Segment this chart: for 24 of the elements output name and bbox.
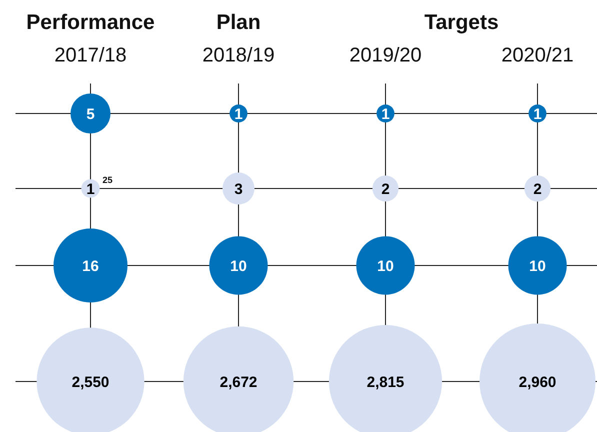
data-label: 10 (529, 258, 546, 275)
data-label: 2,960 (518, 374, 556, 391)
category-label: 2017/18 (54, 44, 127, 66)
data-label: 10 (230, 258, 247, 275)
category-label: 2019/20 (349, 44, 422, 66)
data-label: 2 (381, 181, 390, 198)
category-label: 2018/19 (202, 44, 275, 66)
data-label: 2 (533, 181, 542, 198)
category-label: 2020/21 (501, 44, 574, 66)
text: Plan (216, 11, 261, 34)
data-label: 1 (533, 106, 542, 123)
data-label: 10 (377, 258, 394, 275)
data-label: 16 (82, 258, 99, 275)
text: Targets (424, 11, 499, 34)
data-label: 3 (234, 181, 243, 198)
data-label: 1 (234, 106, 243, 123)
text: 25 (102, 175, 113, 185)
data-label: 2,815 (366, 374, 404, 391)
text: Performance (26, 11, 155, 34)
data-label: 2,550 (72, 374, 110, 391)
data-label: 1 (381, 106, 390, 123)
data-label: 2,672 (220, 374, 258, 391)
data-label: 5 (86, 106, 95, 123)
data-label: 1 (86, 181, 95, 198)
